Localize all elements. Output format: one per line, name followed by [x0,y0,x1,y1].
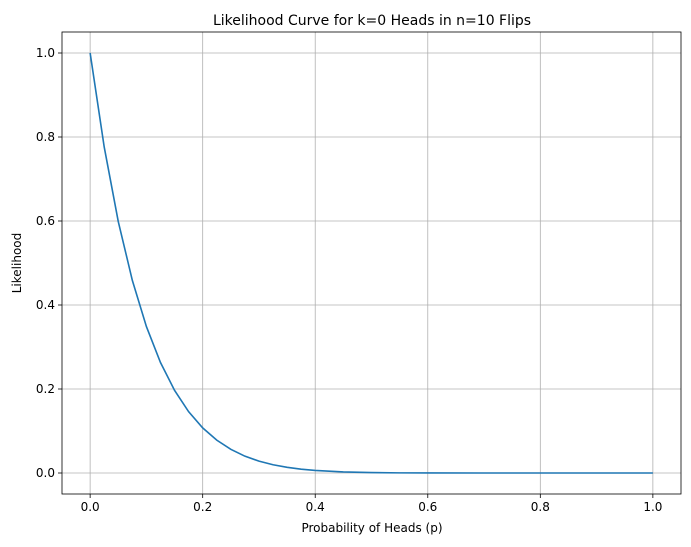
x-tick-label: 0.8 [531,500,550,514]
x-tick-label: 1.0 [643,500,662,514]
y-tick-label: 0.0 [36,466,55,480]
x-tick-label: 0.2 [193,500,212,514]
plot-area-frame [61,31,682,495]
chart-title: Likelihood Curve for k=0 Heads in n=10 F… [213,13,531,29]
y-tick-label: 1.0 [36,46,55,60]
grid-lines [62,32,681,494]
y-tick-label: 0.2 [36,382,55,396]
x-tick-label: 0.6 [418,500,437,514]
y-tick-label: 0.6 [36,214,55,228]
y-tick-label: 0.8 [36,130,55,144]
x-tick-label: 0.0 [81,500,100,514]
y-tick-label: 0.4 [36,298,55,312]
likelihood-series-line [89,52,653,474]
x-tick-label: 0.4 [306,500,325,514]
x-axis-label: Probability of Heads (p) [301,521,442,535]
axis-ticks: 0.0 0.2 0.4 0.6 0.8 1.0 0.0 0.2 0.4 0.6 0.8 1.0 [36,46,663,514]
y-axis-label: Likelihood [10,233,24,294]
